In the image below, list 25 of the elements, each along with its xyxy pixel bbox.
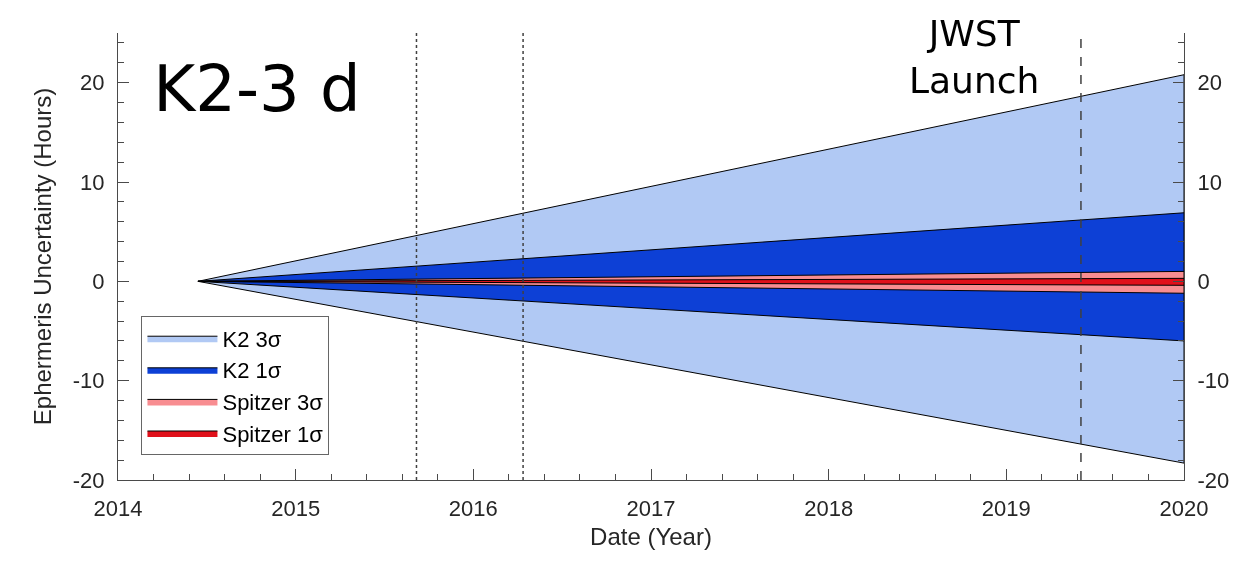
y2-tick-label: -20 [1197,467,1230,493]
chart-title: K2-3 d [153,52,361,127]
y-tick-label: -20 [72,467,105,493]
y2-tick-label: 0 [1197,269,1210,295]
y2-tick-label: 10 [1197,169,1223,195]
legend-label: K2 3σ [222,326,282,352]
ref-line-label: JWST Launch [909,13,1040,101]
y-axis-title: Ephermeris Uncertainty (Hours) [28,87,56,426]
x-tick-label: 2014 [93,495,143,521]
x-axis-title: Date (Year) [590,522,712,550]
y-tick-label: 20 [79,70,105,96]
y2-tick-label: -10 [1197,368,1230,394]
y-tick-label: 0 [92,269,105,295]
y2-tick-label: 20 [1197,70,1223,96]
y-tick-label: 10 [79,169,105,195]
x-tick-label: 2019 [981,495,1031,521]
x-tick-label: 2017 [626,495,676,521]
legend-label: Spitzer 1σ [222,421,324,447]
x-tick-label: 2018 [804,495,854,521]
y-tick-label: -10 [72,368,105,394]
x-tick-label: 2015 [271,495,321,521]
legend-label: Spitzer 3σ [222,389,324,415]
x-tick-label: 2020 [1159,495,1209,521]
legend-label: K2 1σ [222,358,282,384]
x-tick-label: 2016 [448,495,498,521]
